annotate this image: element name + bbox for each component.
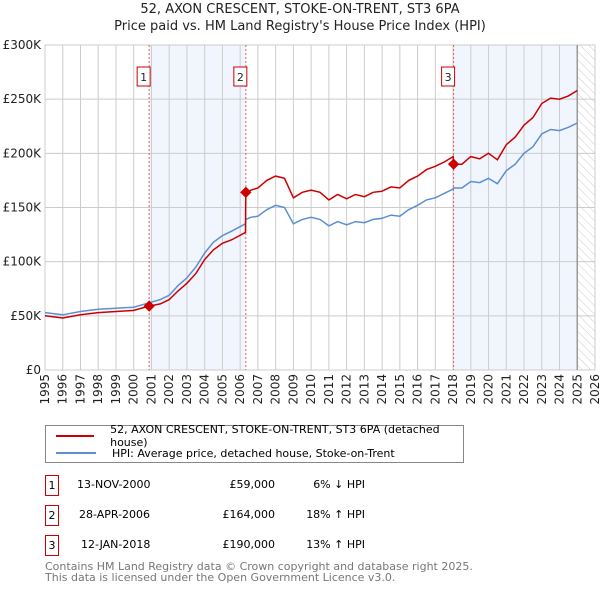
x-tick-label: 2016 [411,374,425,405]
sale-number-badge: 1 [45,475,59,496]
sale-number-badge: 3 [45,535,59,556]
y-tick-label: £150K [3,201,43,215]
x-tick-label: 2022 [517,374,531,405]
x-tick-label: 2021 [499,374,513,405]
sale-label: 2 [237,71,244,84]
x-tick-label: 2007 [251,374,265,405]
sale-point [240,186,252,198]
legend-swatch-red [56,435,95,437]
chart-title: 52, AXON CRESCENT, STOKE-ON-TRENT, ST3 6… [140,2,460,17]
sale-point [143,300,155,312]
chart-subtitle: Price paid vs. HM Land Registry's House … [114,19,486,34]
x-tick-label: 2026 [588,374,600,405]
x-tick-label: 2008 [269,374,283,405]
sale-row: 1 13-NOV-2000 £59,000 6% ↓ HPI [45,475,465,496]
sale-label: 1 [140,71,147,84]
y-tick-label: £50K [10,309,42,323]
x-tick-label: 2002 [162,374,176,405]
sale-row: 2 28-APR-2006 £164,000 18% ↑ HPI [45,505,465,526]
y-tick-label: £300K [3,38,43,52]
sale-price: £59,000 [229,478,276,491]
legend-item-hpi: HPI: Average price, detached house, Stok… [56,445,395,461]
hpi-line [44,122,578,316]
x-tick-label: 2013 [357,374,371,405]
plot-area: 1995 1996 1997 1998 1999 2000 2001 2002 2003 2004… [3,38,600,405]
sale-point [447,158,460,170]
sale-price: £164,000 [222,508,276,521]
x-tick-label: 2006 [233,374,247,405]
y-tick-label: £100K [3,255,43,269]
x-tick-label: 2015 [393,374,407,405]
x-tick-label: 2024 [553,374,567,405]
sale-number-badge: 2 [45,505,59,526]
x-tick-label: 2001 [144,374,158,405]
legend-swatch-blue [56,452,96,454]
x-tick-label: 1999 [109,374,123,405]
legend: 52, AXON CRESCENT, STOKE-ON-TRENT, ST3 6… [45,423,464,463]
sale-label: 3 [445,71,452,84]
x-tick-label: 1995 [38,374,52,405]
sale-hpi-diff: 6% ↓ HPI [313,478,365,491]
plot-border [44,44,596,371]
sale-row: 3 12-JAN-2018 £190,000 13% ↑ HPI [45,535,465,556]
x-tick-label: 2010 [304,374,318,405]
x-tick-label: 2017 [428,374,442,405]
x-tick-label: 2000 [127,374,141,405]
footer-copyright: Contains HM Land Registry data © Crown c… [45,560,473,573]
x-tick-label: 1997 [73,374,87,405]
sale-hpi-diff: 13% ↑ HPI [306,538,365,551]
x-tick-label: 2012 [340,374,354,405]
x-tick-label: 2020 [482,374,496,405]
sale-label-box [441,66,456,87]
x-tick-label: 2018 [446,374,460,405]
sale-label-box [233,66,248,87]
sale-hpi-diff: 18% ↑ HPI [306,508,365,521]
x-tick-label: 2025 [570,374,584,405]
sale-date: 13-NOV-2000 [77,478,151,491]
legend-item-property: 52, AXON CRESCENT, STOKE-ON-TRENT, ST3 6… [56,423,463,449]
sale-price: £190,000 [222,538,276,551]
price-paid-line [44,89,578,319]
y-tick-label: £0 [26,363,41,377]
x-tick-label: 2019 [464,374,478,405]
y-tick-label: £250K [3,92,43,106]
legend-label: 52, AXON CRESCENT, STOKE-ON-TRENT, ST3 6… [110,423,440,449]
sale-date: 28-APR-2006 [79,508,151,521]
x-tick-label: 2003 [180,374,194,405]
x-tick-label: 1998 [91,374,105,405]
y-tick-label: £200K [3,146,43,160]
x-tick-label: 2023 [535,374,549,405]
sale-date: 12-JAN-2018 [81,538,151,551]
sale-label-box [136,66,151,87]
x-tick-label: 2009 [286,374,300,405]
x-tick-label: 2005 [215,374,229,405]
x-tick-label: 1996 [56,374,70,405]
x-tick-label: 2004 [198,374,212,405]
footer-licence: This data is licensed under the Open Gov… [45,571,396,584]
x-tick-label: 2014 [375,374,389,405]
x-tick-label: 2011 [322,374,336,405]
legend-label: HPI: Average price, detached house, Stok… [112,446,395,460]
